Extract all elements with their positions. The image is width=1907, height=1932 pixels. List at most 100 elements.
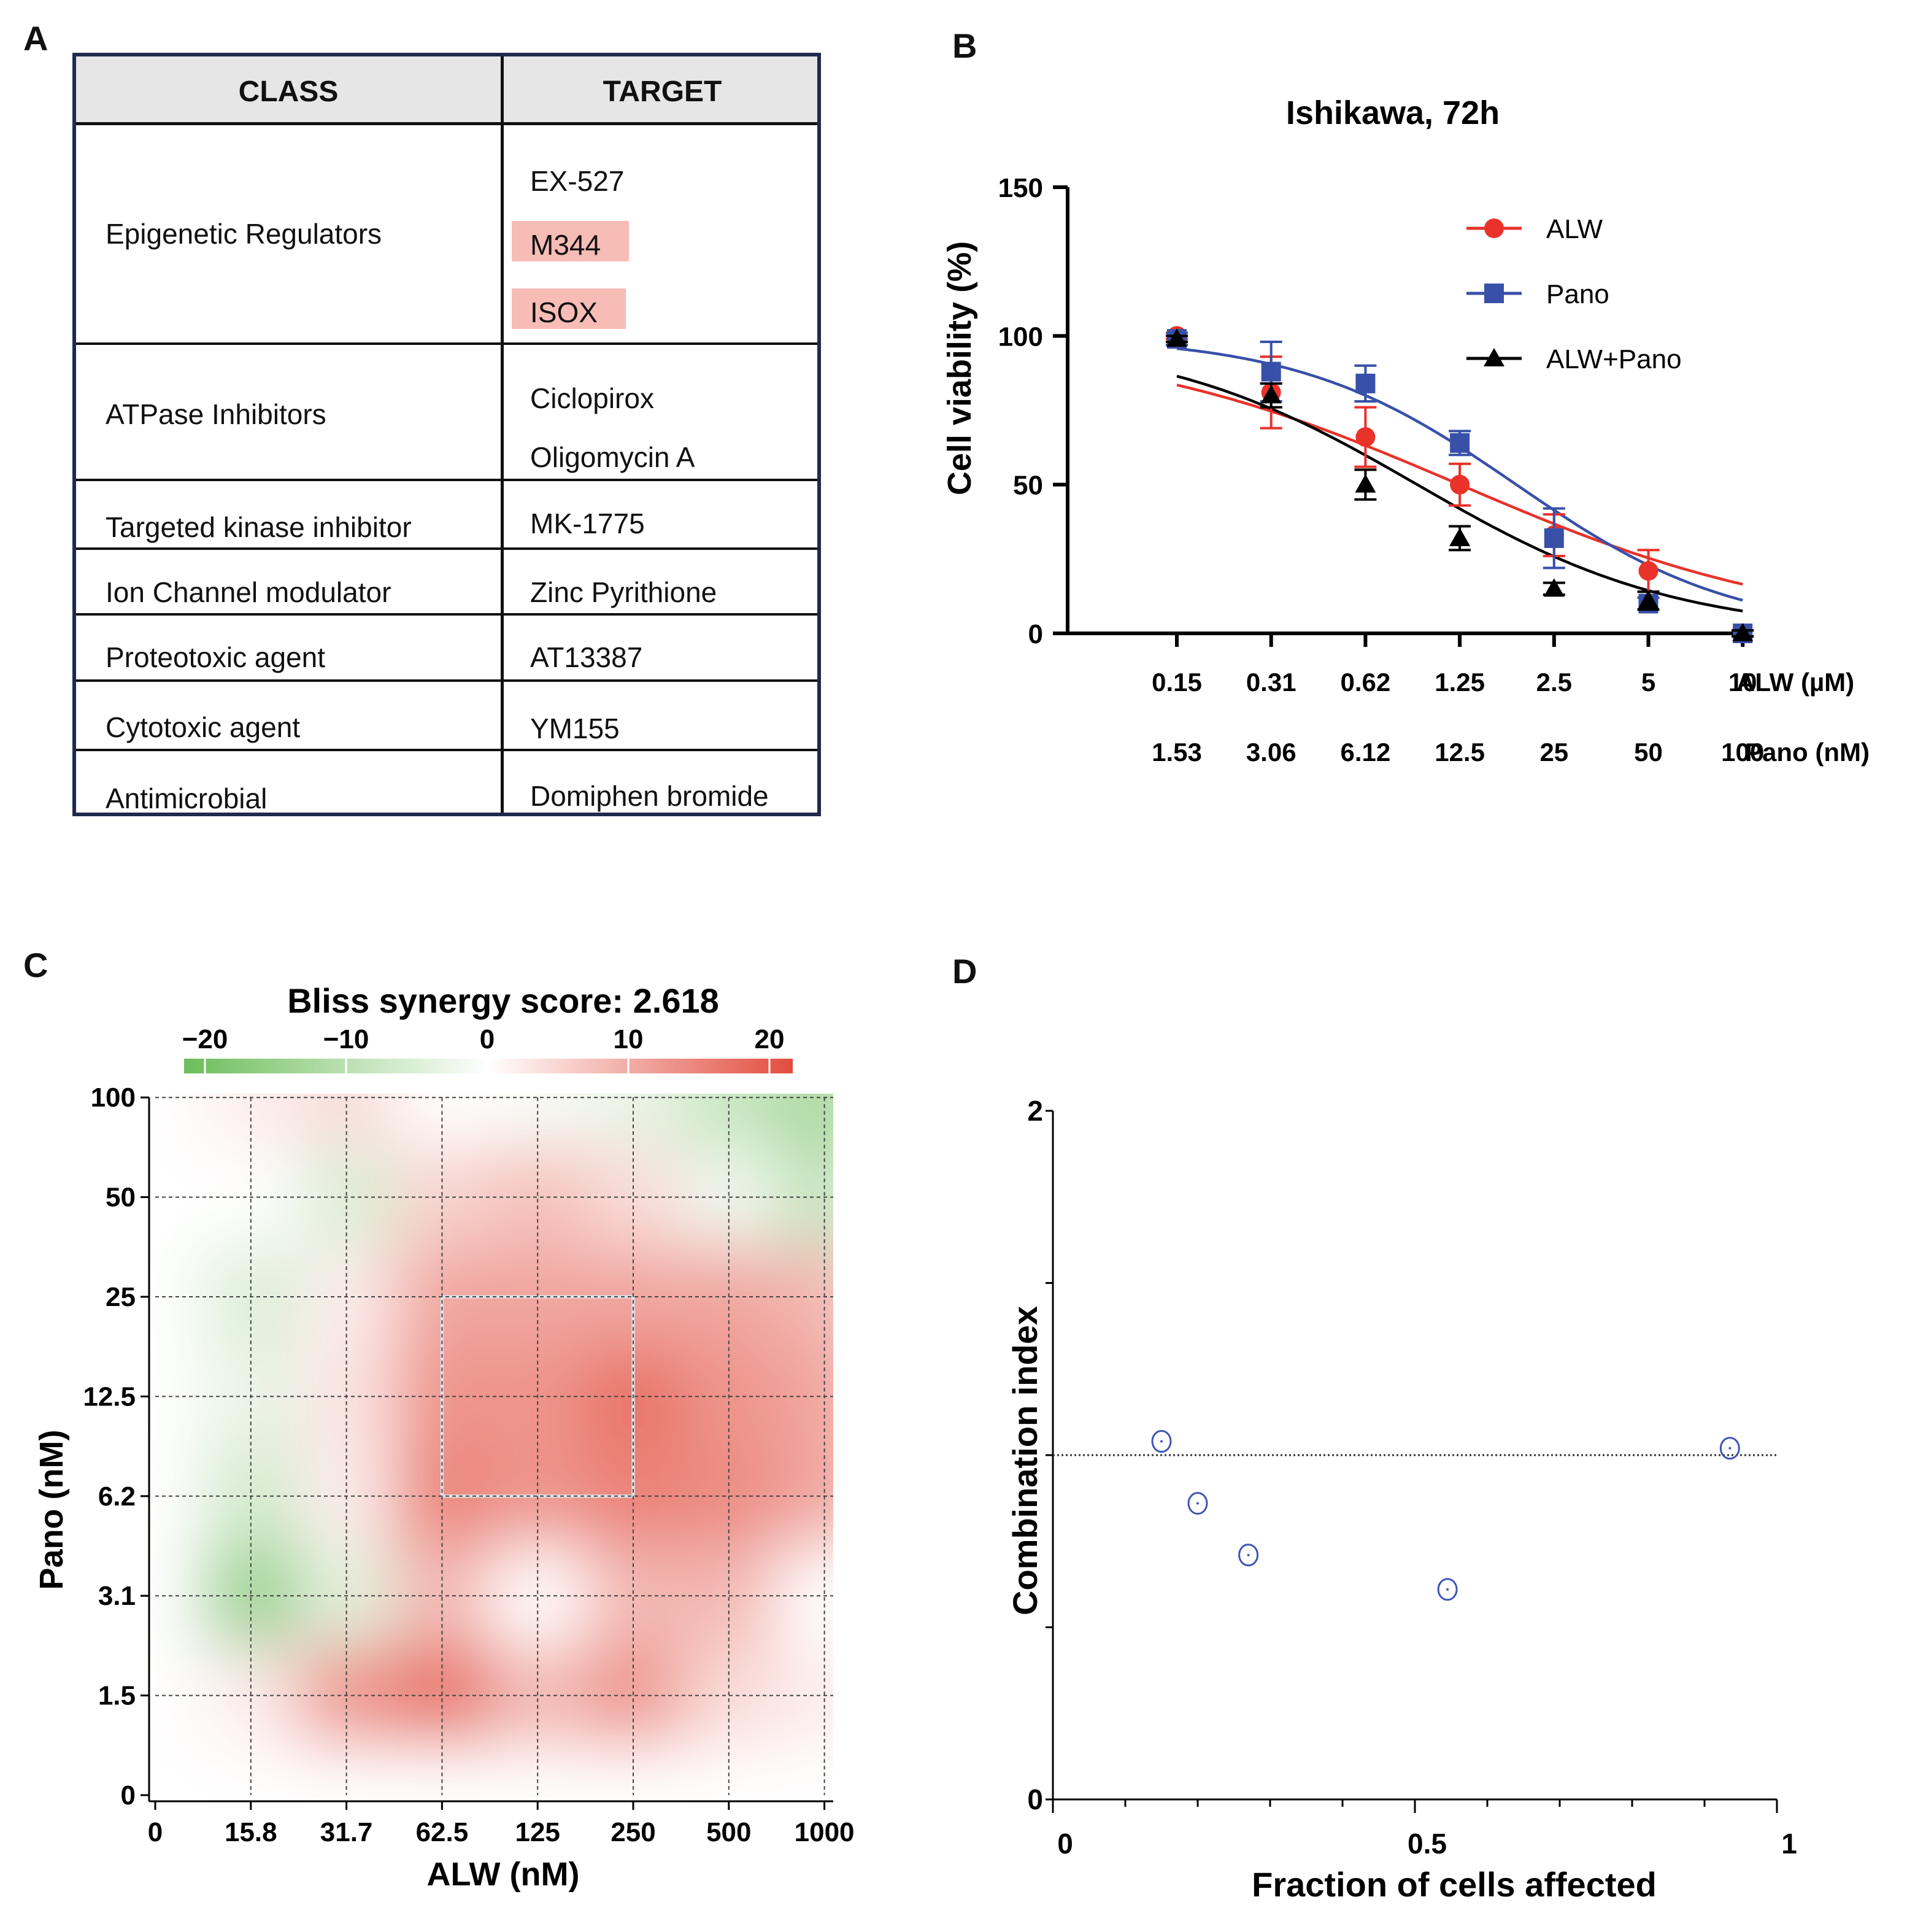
heat-cell: [585, 1546, 681, 1646]
heat-cell: [147, 1745, 203, 1802]
data-point: [1450, 433, 1470, 453]
table-row-class: Epigenetic Regulators: [106, 218, 382, 250]
legend-marker: [1484, 348, 1504, 366]
x-tick-label: 5: [1641, 668, 1655, 697]
colorbar-tick-label: −20: [182, 1024, 228, 1054]
data-point: [1450, 474, 1470, 495]
colorbar-tick-label: 0: [480, 1024, 495, 1054]
table-row-target: YM155: [530, 713, 620, 744]
x-tick-label: 10: [1728, 668, 1757, 697]
ci-point-center: [1728, 1447, 1732, 1450]
x-tick-label: 500: [706, 1817, 751, 1847]
legend-marker: [1484, 218, 1504, 238]
data-point: [1260, 385, 1282, 404]
x-tick-label: 0: [1057, 1828, 1073, 1860]
table-header: [76, 56, 817, 125]
heat-cell: [585, 1147, 681, 1247]
panel-label-a: A: [23, 19, 48, 58]
ci-point: [1238, 1544, 1259, 1567]
panel-label-b: B: [952, 26, 977, 65]
y-tick-label: 50: [106, 1183, 136, 1213]
header-class: CLASS: [238, 75, 339, 108]
colorbar: [184, 1059, 793, 1073]
heat-surface: [147, 1094, 833, 1802]
legend-marker: [1484, 284, 1504, 303]
ci-point-center: [1446, 1588, 1449, 1591]
x-tick-label: 0.31: [1246, 668, 1296, 697]
y-tick-label: 0: [1028, 619, 1043, 649]
x-axis-label: Fraction of cells affected: [1252, 1865, 1657, 1904]
row-divider: [76, 342, 817, 345]
x-tick-label: 2.5: [1536, 668, 1572, 697]
table-row-class: ATPase Inhibitors: [106, 398, 326, 430]
ci-point: [1437, 1578, 1458, 1601]
x-tick-label: 62.5: [416, 1817, 469, 1847]
x-tick-label-2: 50: [1634, 738, 1663, 767]
data-point: [1732, 623, 1754, 641]
x-tick-label-2: 25: [1539, 738, 1568, 767]
bliss-synergy-heatmap: Bliss synergy score: 2.618 −20 −10 0 10 20 0…: [33, 981, 855, 1893]
table-row-target: Oligomycin A: [530, 441, 695, 473]
y-tick-label: 150: [998, 173, 1043, 203]
x-tick-label-2: 1.53: [1152, 738, 1202, 767]
data-point: [1543, 578, 1565, 597]
y-tick-label: 1.5: [98, 1681, 136, 1711]
heat-cell: [490, 1546, 586, 1646]
ci-point-center: [1160, 1440, 1163, 1443]
x-tick-label-2: 100: [1721, 738, 1764, 767]
x-axis-label-2: Pano (nM): [1745, 738, 1870, 767]
table-row-class: Targeted kinase inhibitor: [106, 511, 412, 543]
y-axis-label: Combination index: [1006, 1306, 1044, 1615]
table-row-class: Cytotoxic agent: [106, 711, 301, 743]
x-tick-label-2: 12.5: [1435, 738, 1485, 767]
y-tick-label: 2: [1027, 1095, 1043, 1127]
table-row-target-highlighted: M344: [512, 221, 630, 261]
legend-label: ALW+Pano: [1546, 344, 1682, 374]
table-row-target: Zinc Pyrithione: [530, 576, 717, 608]
x-axis-label: ALW (µM): [1736, 668, 1854, 697]
x-tick-label: 1.25: [1435, 668, 1485, 697]
y-tick-label: 100: [998, 322, 1043, 352]
table-row-target: Domiphen bromide: [530, 780, 769, 812]
ci-point: [1719, 1437, 1740, 1460]
table-row-target: MK-1775: [530, 508, 645, 539]
panel-label-c: C: [23, 946, 48, 984]
data-point: [1166, 328, 1187, 347]
data-point: [1355, 427, 1376, 447]
x-tick-label: 1: [1781, 1828, 1797, 1860]
y-tick-label: 12.5: [83, 1381, 136, 1412]
x-tick-label: 15.8: [225, 1817, 277, 1847]
data-point: [1261, 361, 1281, 382]
x-tick-label: 250: [611, 1817, 655, 1847]
y-tick-label: 100: [91, 1083, 136, 1113]
x-tick-label-2: 3.06: [1246, 738, 1296, 767]
dose-response-chart: Ishikawa, 72h Cell viability (%) 0 50 100 1…: [941, 95, 1870, 767]
y-tick-label: 50: [1013, 471, 1043, 501]
heatmap-title: Bliss synergy score: 2.618: [287, 981, 719, 1020]
y-axis-label: Pano (nM): [33, 1430, 70, 1590]
y-axis-label: Cell viability (%): [941, 241, 978, 495]
y-tick-label: 0: [1027, 1783, 1043, 1815]
y-tick-label: 3.1: [98, 1581, 136, 1611]
ci-point: [1151, 1430, 1172, 1453]
x-tick-label: 0.62: [1341, 668, 1391, 697]
data-point: [1638, 590, 1659, 609]
colorbar-tick-label: 20: [755, 1024, 785, 1054]
table-row-class: Ion Channel modulator: [106, 576, 391, 608]
x-tick-label: 31.7: [320, 1817, 373, 1847]
data-point: [1638, 561, 1659, 581]
x-tick-label: 1000: [795, 1817, 855, 1847]
x-tick-label-2: 6.12: [1341, 738, 1391, 767]
data-point: [1449, 527, 1471, 546]
row-divider: [76, 613, 817, 616]
data-point: [1355, 474, 1376, 493]
table-row-class: Proteotoxic agent: [106, 641, 326, 673]
x-tick-label: 0.5: [1408, 1828, 1447, 1860]
ci-point-center: [1196, 1502, 1199, 1505]
heat-cell: [490, 1147, 586, 1247]
colorbar-tick-label: 10: [614, 1024, 644, 1054]
data-point: [1355, 373, 1376, 393]
x-tick-label: 0: [148, 1817, 163, 1847]
combination-index-chart: 0 0.5 1 0 2 Fraction of cells affected Combi…: [1006, 1095, 1797, 1904]
colorbar-tick-label: −10: [323, 1024, 369, 1054]
